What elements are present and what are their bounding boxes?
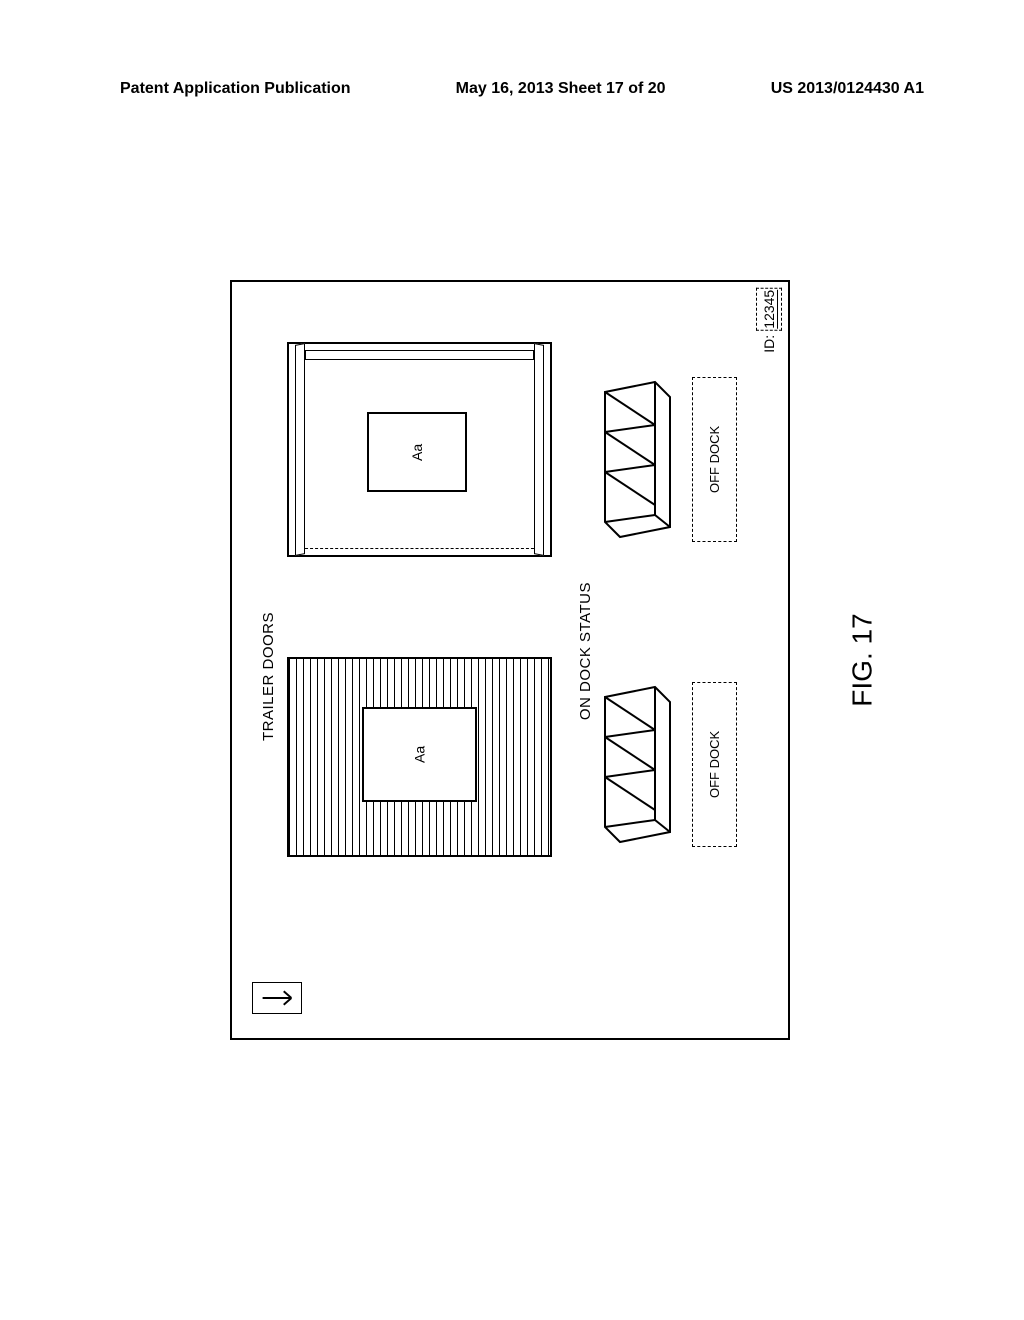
off-dock-label-2[interactable]: OFF DOCK xyxy=(692,377,737,542)
figure-label: FIG. 17 xyxy=(846,613,878,706)
section-title-on-dock-status: ON DOCK STATUS xyxy=(577,582,594,720)
off-dock-label-1[interactable]: OFF DOCK xyxy=(692,682,737,847)
header-text-left: Patent Application Publication xyxy=(120,80,351,98)
off-dock-text: OFF DOCK xyxy=(707,731,722,798)
aa-text: Aa xyxy=(409,443,425,460)
id-box: ID: 12345 xyxy=(756,288,782,353)
header-text-center: May 16, 2013 Sheet 17 of 20 xyxy=(456,80,666,98)
off-dock-text: OFF DOCK xyxy=(707,426,722,493)
aa-text: Aa xyxy=(412,746,428,763)
id-prefix: ID: xyxy=(761,335,777,353)
truck-on-dock-1[interactable] xyxy=(600,682,675,847)
door-jamb-right xyxy=(534,343,544,556)
figure-frame: ID: 12345 TRAILER DOORS ON DOCK STATUS A… xyxy=(230,280,790,1040)
aa-label-closed: Aa xyxy=(362,707,477,802)
page-header: Patent Application Publication May 16, 2… xyxy=(120,80,924,98)
arrow-left-icon xyxy=(253,982,301,1014)
header-text-right: US 2013/0124430 A1 xyxy=(771,80,924,98)
door-open-header xyxy=(305,350,534,360)
aa-label-open: Aa xyxy=(367,412,467,492)
id-value[interactable]: 12345 xyxy=(756,288,782,331)
section-title-trailer-doors: TRAILER DOORS xyxy=(260,612,277,741)
truck-on-dock-2[interactable] xyxy=(600,377,675,542)
door-jamb-left xyxy=(295,343,305,556)
back-button[interactable] xyxy=(252,982,302,1014)
page: Patent Application Publication May 16, 2… xyxy=(0,0,1024,1320)
